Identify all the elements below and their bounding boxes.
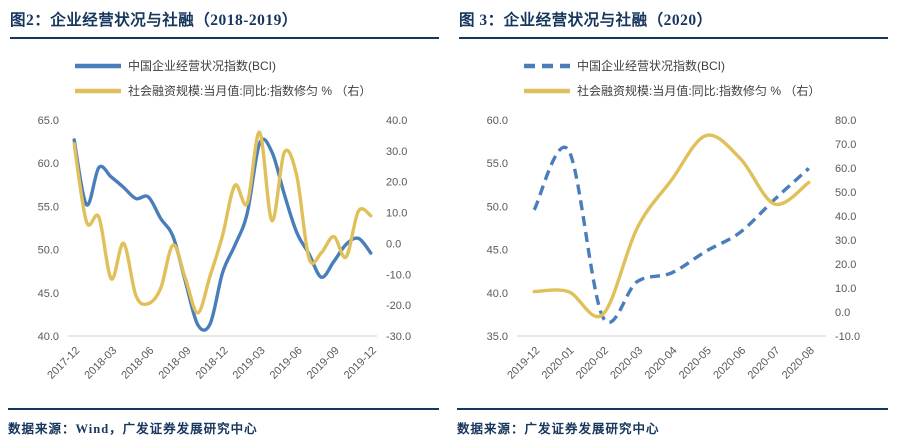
- x-axis-tick-label: 2020-06: [711, 345, 748, 382]
- series-line-tsf: [532, 133, 811, 319]
- legend-label-bci: 中国企业经营状况指数(BCI): [577, 59, 725, 73]
- right-axis-tick-label: 30.0: [835, 235, 856, 247]
- x-axis-labels: 2017-12 2018-03 2018-06 2018-09 2018-12 2019-…: [45, 345, 379, 382]
- right-axis-tick-label: 60.0: [835, 163, 856, 175]
- figure-3-source: 数据来源：广发证券发展研究中心: [457, 408, 888, 437]
- x-axis-tick-label: 2020-04: [643, 345, 680, 382]
- right-axis-tick-label: 10.0: [835, 283, 856, 295]
- left-axis-tick-label: 50.0: [38, 245, 59, 257]
- x-axis-tick-label: 2019-09: [305, 345, 342, 382]
- figure-2-source-text: 数据来源：Wind，广发证券发展研究中心: [8, 422, 258, 436]
- figure-3-title: 图 3：企业经营状况与社融（2020）: [459, 6, 888, 39]
- right-axis-tick-label: -20.0: [386, 300, 411, 312]
- right-axis-tick-label: 80.0: [835, 115, 856, 127]
- right-axis-tick-label: -10.0: [835, 331, 860, 343]
- left-axis-tick-label: 45.0: [487, 245, 508, 257]
- figure-3-panel: 图 3：企业经营状况与社融（2020） 中国企业经营状况指数(BCI) 社会融资规…: [449, 0, 898, 447]
- legend-item-bci: 中国企业经营状况指数(BCI): [523, 53, 888, 78]
- series-line-bci: [532, 145, 810, 325]
- right-axis-tick-label: -10.0: [386, 269, 411, 281]
- left-axis-tick-label: 55.0: [487, 158, 508, 170]
- series-line-tsf: [72, 130, 373, 315]
- right-axis-tick-label: 50.0: [835, 187, 856, 199]
- right-axis: 80.0 70.0 60.0 50.0 40.0 30.0 20.0 10.0 0.0 -10.0: [835, 115, 860, 343]
- figure-2-legend: 中国企业经营状况指数(BCI) 社会融资规模:当月值:同比:指数修匀 % （右）: [74, 53, 439, 103]
- left-axis-tick-label: 40.0: [38, 331, 59, 343]
- x-axis-tick-label: 2020-05: [677, 345, 714, 382]
- right-axis-tick-label: 20.0: [386, 177, 407, 189]
- left-axis: 65.0 60.0 55.0 50.0 45.0 40.0: [38, 115, 59, 343]
- tsf-legend-marker-icon: [75, 88, 121, 93]
- x-axis-tick-label: 2020-02: [574, 345, 611, 382]
- figure-3-chart: 60.0 55.0 50.0 45.0 40.0 35.0 80.0 70.0 60.0 50.0…: [487, 115, 861, 382]
- figure-2-source: 数据来源：Wind，广发证券发展研究中心: [8, 408, 439, 437]
- left-axis-tick-label: 45.0: [38, 288, 59, 300]
- figure-2-title: 图2：企业经营状况与社融（2018-2019）: [10, 6, 439, 39]
- left-axis-tick-label: 60.0: [38, 158, 59, 170]
- legend-label-tsf: 社会融资规模:当月值:同比:指数修匀 % （右）: [128, 84, 372, 98]
- bci-legend-marker-icon: [75, 63, 121, 68]
- legend-label-bci: 中国企业经营状况指数(BCI): [128, 59, 276, 73]
- right-axis: 40.0 30.0 20.0 10.0 0.0 -10.0 -20.0 -30.0: [386, 115, 411, 343]
- x-axis-tick-label: 2017-12: [45, 345, 82, 382]
- legend-item-bci: 中国企业经营状况指数(BCI): [74, 53, 439, 78]
- x-axis-tick-label: 2018-12: [194, 345, 231, 382]
- legend-label-tsf: 社会融资规模:当月值:同比:指数修匀 % （右）: [577, 84, 821, 98]
- left-axis-tick-label: 55.0: [38, 201, 59, 213]
- left-axis-tick-label: 50.0: [487, 201, 508, 213]
- left-axis-tick-label: 65.0: [38, 115, 59, 127]
- x-axis-tick-label: 2019-06: [268, 345, 305, 382]
- tsf-legend-marker-icon: [524, 88, 570, 93]
- x-axis-tick-label: 2019-12: [342, 345, 379, 382]
- x-axis-tick-label: 2019-03: [231, 345, 268, 382]
- left-axis: 60.0 55.0 50.0 45.0 40.0 35.0: [487, 115, 508, 343]
- left-axis-tick-label: 60.0: [487, 115, 508, 127]
- x-axis-tick-label: 2020-03: [608, 345, 645, 382]
- legend-item-tsf: 社会融资规模:当月值:同比:指数修匀 % （右）: [523, 78, 888, 103]
- bci-legend-marker-icon: [524, 63, 570, 68]
- x-axis-tick-label: 2018-06: [119, 345, 156, 382]
- right-axis-tick-label: 30.0: [386, 146, 407, 158]
- right-axis-tick-label: 0.0: [835, 307, 850, 319]
- right-axis-tick-label: 40.0: [835, 211, 856, 223]
- x-axis-labels: 2019-122020-012020-022020-032020-042020-…: [505, 345, 817, 382]
- x-axis-tick-label: 2019-12: [505, 345, 542, 382]
- right-axis-tick-label: 0.0: [386, 238, 401, 250]
- legend-item-tsf: 社会融资规模:当月值:同比:指数修匀 % （右）: [74, 78, 439, 103]
- left-axis-tick-label: 40.0: [487, 288, 508, 300]
- series-line-bci: [72, 137, 373, 332]
- figure-3-source-text: 数据来源：广发证券发展研究中心: [457, 422, 660, 436]
- right-axis-tick-label: 10.0: [386, 208, 407, 220]
- right-axis-tick-label: -30.0: [386, 331, 411, 343]
- x-axis-tick-label: 2020-07: [746, 345, 783, 382]
- x-axis-tick-label: 2020-01: [540, 345, 577, 382]
- figure-2-chart: 65.0 60.0 55.0 50.0 45.0 40.0 40.0 30.0 20.0 10.0…: [38, 115, 412, 382]
- right-axis-tick-label: 40.0: [386, 115, 407, 127]
- figure-2-panel: 图2：企业经营状况与社融（2018-2019） 中国企业经营状况指数(BCI) 社…: [8, 6, 439, 437]
- figure-3-legend: 中国企业经营状况指数(BCI) 社会融资规模:当月值:同比:指数修匀 % （右）: [523, 53, 888, 103]
- x-axis-tick-label: 2018-03: [82, 345, 119, 382]
- right-axis-tick-label: 70.0: [835, 139, 856, 151]
- x-axis-tick-label: 2020-08: [780, 345, 817, 382]
- right-axis-tick-label: 20.0: [835, 259, 856, 271]
- left-axis-tick-label: 35.0: [487, 331, 508, 343]
- x-axis-tick-label: 2018-09: [157, 345, 194, 382]
